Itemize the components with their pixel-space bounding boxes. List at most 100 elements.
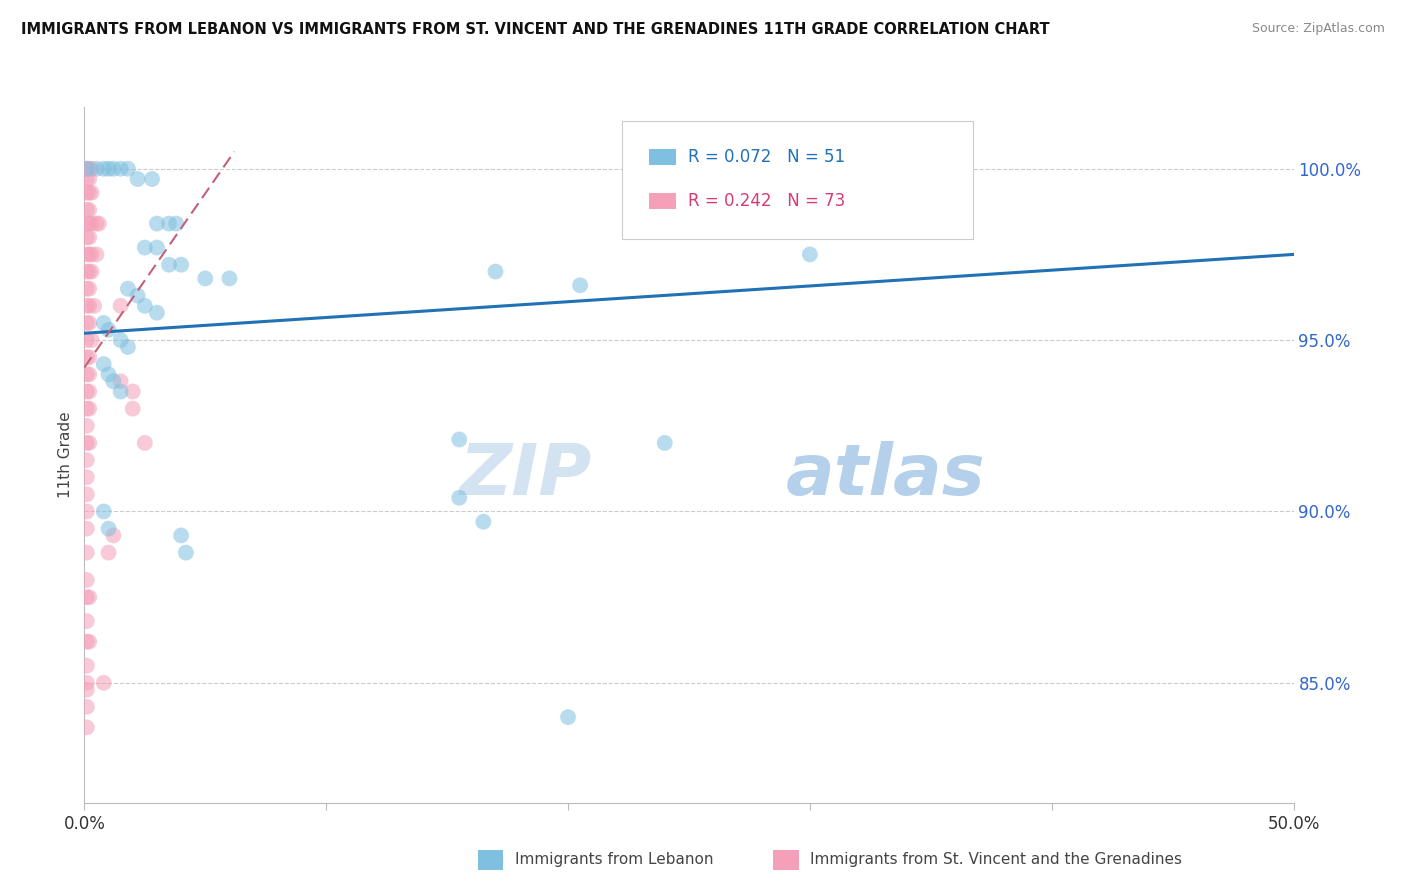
Point [76, 316, 98, 330]
Point [472, 515, 495, 529]
Point [76, 217, 98, 231]
Point [77, 172, 100, 186]
Point [77, 316, 100, 330]
Point [76, 161, 98, 176]
Text: IMMIGRANTS FROM LEBANON VS IMMIGRANTS FROM ST. VINCENT AND THE GRENADINES 11TH G: IMMIGRANTS FROM LEBANON VS IMMIGRANTS FR… [21, 22, 1050, 37]
Point [83, 299, 105, 313]
Point [170, 258, 193, 272]
Point [97, 161, 120, 176]
Point [76, 172, 98, 186]
Point [77, 590, 100, 604]
Text: R = 0.072   N = 51: R = 0.072 N = 51 [688, 148, 845, 166]
Point [77, 436, 100, 450]
Point [86, 247, 108, 261]
Point [76, 368, 98, 382]
Point [76, 634, 98, 648]
Point [76, 247, 98, 261]
Point [93, 504, 115, 518]
Point [76, 418, 98, 433]
Point [121, 401, 143, 416]
Point [97, 368, 120, 382]
Point [165, 217, 187, 231]
Point [76, 401, 98, 416]
Point [654, 436, 676, 450]
Point [77, 299, 100, 313]
Point [80, 161, 103, 176]
Point [557, 710, 579, 724]
Point [77, 186, 100, 200]
Point [77, 161, 100, 176]
Point [80, 217, 103, 231]
Point [449, 491, 471, 505]
Point [86, 217, 108, 231]
Point [76, 264, 98, 278]
Text: R = 0.242   N = 73: R = 0.242 N = 73 [688, 192, 845, 210]
Point [76, 470, 98, 484]
Point [110, 299, 132, 313]
Point [86, 161, 108, 176]
Point [76, 573, 98, 587]
Point [77, 634, 100, 648]
Point [76, 436, 98, 450]
Point [93, 357, 115, 371]
Point [134, 299, 156, 313]
Point [77, 350, 100, 364]
Point [141, 172, 163, 186]
Point [76, 453, 98, 467]
Point [87, 217, 110, 231]
Point [76, 282, 98, 296]
Point [76, 522, 98, 536]
Point [76, 299, 98, 313]
Point [146, 217, 169, 231]
Point [484, 264, 506, 278]
Point [76, 658, 98, 673]
Text: ZIP: ZIP [460, 442, 592, 510]
Point [146, 241, 169, 255]
Point [77, 384, 100, 399]
Point [157, 217, 180, 231]
Point [93, 316, 115, 330]
Y-axis label: 11th Grade: 11th Grade [58, 411, 73, 499]
FancyBboxPatch shape [623, 121, 973, 239]
Point [80, 186, 103, 200]
Point [77, 247, 100, 261]
Point [76, 720, 98, 734]
Point [76, 699, 98, 714]
Point [76, 614, 98, 628]
Point [97, 522, 120, 536]
Bar [650, 194, 676, 209]
Point [93, 161, 115, 176]
Point [77, 282, 100, 296]
Point [127, 172, 149, 186]
Point [77, 202, 100, 217]
Point [110, 374, 132, 388]
Point [110, 161, 132, 176]
Point [194, 271, 217, 285]
Point [117, 161, 139, 176]
Point [799, 247, 821, 261]
Point [117, 340, 139, 354]
Point [77, 368, 100, 382]
Point [146, 306, 169, 320]
Point [76, 161, 98, 176]
Point [449, 433, 471, 447]
Text: Immigrants from Lebanon: Immigrants from Lebanon [515, 853, 713, 867]
Point [76, 590, 98, 604]
Point [76, 333, 98, 347]
Point [127, 288, 149, 302]
Point [134, 241, 156, 255]
Point [103, 161, 125, 176]
Point [77, 401, 100, 416]
Point [76, 682, 98, 697]
Point [97, 323, 120, 337]
Point [77, 217, 100, 231]
Point [80, 264, 103, 278]
Point [174, 546, 197, 560]
Text: Source: ZipAtlas.com: Source: ZipAtlas.com [1251, 22, 1385, 36]
Point [76, 384, 98, 399]
Point [76, 504, 98, 518]
Point [77, 264, 100, 278]
Point [76, 230, 98, 244]
Point [117, 282, 139, 296]
Point [76, 487, 98, 501]
